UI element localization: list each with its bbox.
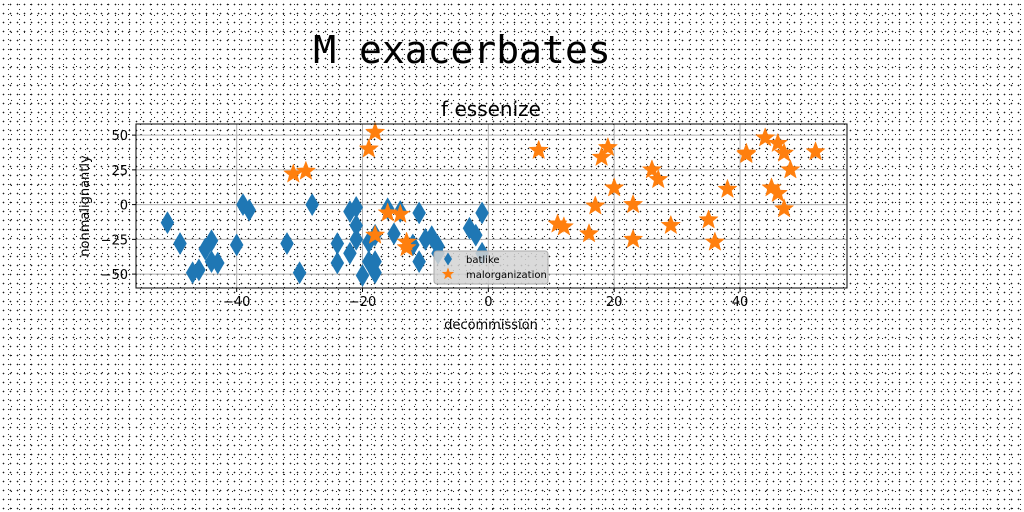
malorganization-point: [704, 231, 726, 251]
x-tick-label: −40: [223, 295, 250, 310]
batlike-point: [343, 241, 357, 265]
batlike-point: [387, 222, 401, 246]
malorganization-point: [390, 203, 411, 224]
marks-layer: [160, 121, 826, 287]
malorganization-point: [641, 159, 663, 179]
y-tick-label: 50: [111, 129, 128, 144]
batlike-point: [412, 250, 426, 274]
malorganization-point: [698, 209, 719, 229]
figure-suptitle: M exacerbates: [313, 28, 611, 72]
malorganization-point: [773, 198, 795, 218]
y-tick-label: −25: [101, 233, 128, 248]
batlike-point: [475, 201, 489, 225]
malorganization-point: [622, 193, 644, 214]
legend-box: [433, 250, 549, 285]
x-tick-label: 20: [606, 295, 623, 310]
malorganization-point: [660, 214, 682, 235]
batlike-point: [204, 229, 219, 253]
batlike-point: [211, 251, 225, 275]
batlike-point: [349, 227, 364, 251]
batlike-point: [355, 264, 370, 287]
ticks: −40 −20 0 20 40 −50 −25 0 25 50: [101, 129, 749, 310]
batlike-point: [368, 250, 382, 274]
batlike-point: [468, 223, 483, 247]
y-tick-label: 25: [111, 164, 128, 179]
x-tick-label: 40: [732, 295, 749, 310]
malorganization-point: [396, 236, 417, 257]
malorganization-point: [648, 168, 669, 189]
y-tick-label: 0: [120, 199, 128, 214]
malorganization-point: [364, 224, 386, 244]
malorganization-point: [604, 177, 625, 197]
malorganization-point: [717, 178, 738, 198]
malorganization-point: [767, 182, 788, 203]
batlike-point: [280, 232, 294, 256]
malorganization-point: [767, 132, 788, 153]
malorganization-point: [773, 142, 795, 162]
x-axis-label: decommission: [444, 318, 538, 333]
series-batlike: [160, 193, 489, 287]
legend-marker-batlike: [444, 252, 452, 266]
batlike-point: [173, 232, 187, 256]
x-tick-label: 0: [484, 295, 492, 310]
malorganization-point: [622, 228, 644, 249]
batlike-point: [229, 233, 244, 257]
batlike-point: [236, 193, 250, 217]
malorganization-point: [585, 195, 606, 215]
malorganization-point: [553, 216, 575, 236]
legend-label-malorganization: malorganization: [466, 270, 547, 281]
chart-title: f essenize: [441, 97, 541, 121]
batlike-point: [292, 261, 307, 285]
batlike-point: [242, 198, 257, 222]
legend-marker-malorganization: [441, 267, 455, 280]
malorganization-point: [736, 142, 757, 162]
batlike-point: [330, 232, 345, 256]
batlike-point: [424, 225, 439, 249]
malorganization-point: [364, 121, 386, 142]
malorganization-point: [780, 159, 801, 179]
malorganization-point: [528, 139, 549, 160]
malorganization-point: [755, 127, 776, 147]
batlike-point: [305, 193, 319, 217]
batlike-point: [192, 258, 206, 282]
batlike-point: [349, 195, 364, 219]
y-tick-label: −50: [101, 268, 128, 283]
legend: batlike malorganization: [433, 250, 549, 285]
legend-label-batlike: batlike: [466, 255, 500, 266]
batlike-point: [412, 201, 426, 225]
malorganization-point: [805, 141, 826, 161]
plot-frame: [135, 123, 848, 289]
y-axis-label: nonmalignantly: [78, 155, 93, 257]
malorganization-point: [377, 202, 398, 222]
malorganization-point: [295, 160, 317, 180]
batlike-point: [330, 251, 345, 275]
malorganization-point: [358, 138, 379, 158]
malorganization-point: [578, 223, 600, 243]
x-tick-label: −20: [349, 295, 376, 310]
series-malorganization: [283, 121, 826, 257]
malorganization-point: [591, 146, 612, 167]
batlike-point: [160, 211, 175, 235]
malorganization-point: [597, 136, 619, 157]
